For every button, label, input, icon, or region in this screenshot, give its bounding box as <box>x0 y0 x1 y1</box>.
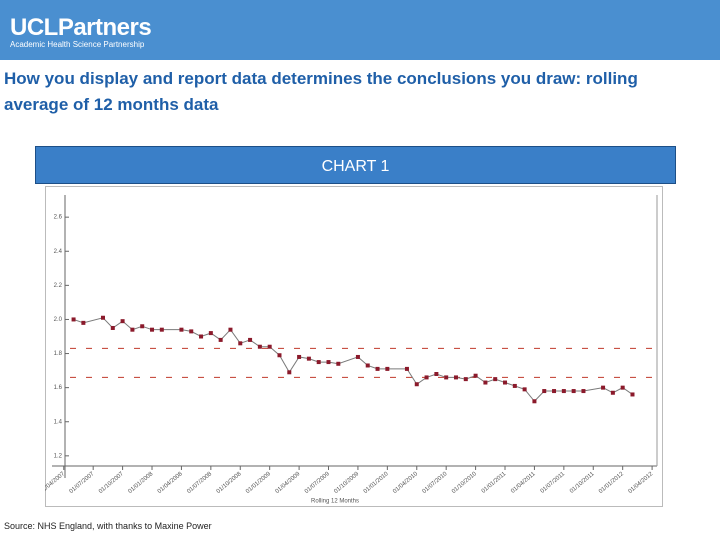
data-point <box>630 392 635 397</box>
data-point <box>503 380 508 385</box>
data-point <box>473 373 478 378</box>
data-point <box>581 389 586 394</box>
data-point <box>130 327 135 332</box>
y-tick-label: 1.4 <box>54 419 63 425</box>
chart-label: CHART 1 <box>35 146 676 184</box>
y-tick-label: 1.2 <box>54 453 63 459</box>
data-point <box>512 383 517 388</box>
data-point <box>306 356 311 361</box>
data-point <box>610 390 615 395</box>
data-point <box>355 354 360 359</box>
data-point <box>238 341 243 346</box>
data-point <box>218 337 223 342</box>
data-point <box>620 385 625 390</box>
data-point <box>561 389 566 394</box>
data-point <box>150 327 155 332</box>
slide-title: How you display and report data determin… <box>4 69 638 114</box>
data-point <box>453 375 458 380</box>
data-point <box>532 399 537 404</box>
data-point <box>100 315 105 320</box>
data-point <box>463 377 468 382</box>
y-tick-label: 2.4 <box>54 249 63 255</box>
data-point <box>208 331 213 336</box>
data-point <box>257 344 262 349</box>
y-tick-label: 2.0 <box>54 317 63 323</box>
data-point <box>493 377 498 382</box>
data-point <box>552 389 557 394</box>
source: Source: NHS England, with thanks to Maxi… <box>4 521 212 531</box>
data-point <box>228 327 233 332</box>
data-point <box>248 337 253 342</box>
y-tick-label: 1.8 <box>54 351 63 357</box>
data-point <box>297 354 302 359</box>
data-point <box>199 334 204 339</box>
data-point <box>444 375 449 380</box>
header-bar: UCLPartners Academic Health Science Part… <box>0 0 720 60</box>
data-point <box>159 327 164 332</box>
data-point <box>287 370 292 375</box>
data-point <box>267 344 272 349</box>
data-point <box>522 387 527 392</box>
data-point <box>434 372 439 377</box>
logo: UCLPartners <box>10 14 152 41</box>
data-point <box>483 380 488 385</box>
y-tick-label: 1.6 <box>54 385 63 391</box>
data-point <box>189 329 194 334</box>
data-point <box>179 327 184 332</box>
data-point <box>316 360 321 365</box>
x-axis-label: Rolling 12 Months <box>311 499 359 505</box>
data-point <box>277 353 282 358</box>
data-point <box>365 363 370 368</box>
data-point <box>81 320 86 325</box>
y-tick-label: 2.6 <box>54 215 63 221</box>
data-point <box>601 385 606 390</box>
data-point <box>571 389 576 394</box>
data-point <box>326 360 331 365</box>
data-point <box>385 366 390 371</box>
data-point <box>542 389 547 394</box>
chart: Rolling 12 Months 1.2 1.4 1.6 1.8 2.0 2.2 2.4 2… <box>45 186 663 507</box>
data-point <box>140 324 145 329</box>
chart-frame <box>45 186 663 507</box>
data-point <box>110 325 115 330</box>
data-point <box>404 366 409 371</box>
data-point <box>424 375 429 380</box>
data-point <box>414 382 419 387</box>
data-point <box>375 366 380 371</box>
data-point <box>120 319 125 324</box>
tagline: Academic Health Science Partnership <box>10 40 145 49</box>
data-point <box>71 317 76 322</box>
data-point <box>336 361 341 366</box>
y-tick-label: 2.2 <box>54 283 63 289</box>
